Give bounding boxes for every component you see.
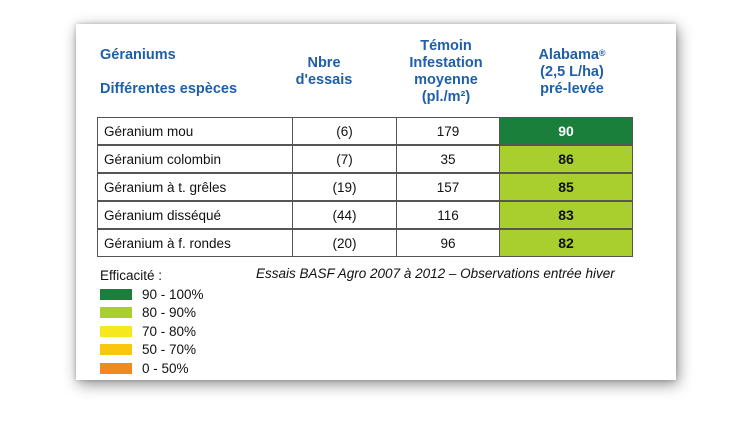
- table-row: Géranium à t. grêles (19) 157 85: [97, 173, 633, 201]
- cell-species-name: Géranium à f. rondes: [97, 229, 293, 257]
- cell-species-name: Géranium colombin: [97, 145, 293, 173]
- legend-label: 50 - 70%: [142, 342, 197, 357]
- table-row: Géranium à f. rondes (20) 96 82: [97, 229, 633, 257]
- efficacy-table-card: Géraniums Différentes espèces Nbre d'ess…: [76, 24, 676, 380]
- cell-efficacy: 83: [499, 201, 633, 229]
- legend-label: 0 - 50%: [142, 360, 189, 376]
- legend-swatch: [100, 288, 132, 300]
- source-note: Essais BASF Agro 2007 à 2012 – Observati…: [256, 266, 615, 281]
- header-species-line2: Différentes espèces: [100, 80, 238, 97]
- legend-label: 80 - 90%: [142, 305, 197, 320]
- cell-efficacy: 82: [499, 229, 633, 257]
- legend-swatch: [100, 362, 132, 374]
- legend-item: 90 - 100%: [100, 286, 204, 302]
- cell-infestation: 116: [396, 201, 500, 229]
- legend-title: Efficacité :: [100, 268, 163, 283]
- cell-trials: (19): [292, 173, 397, 201]
- header-product-brand: Alabama: [538, 46, 599, 63]
- cell-trials: (7): [292, 145, 397, 173]
- cell-species-name: Géranium à t. grêles: [97, 173, 293, 201]
- registered-mark: ®: [598, 47, 606, 58]
- legend-item: 80 - 90%: [100, 305, 196, 321]
- legend-swatch: [100, 325, 132, 337]
- cell-infestation: 96: [396, 229, 500, 257]
- header-species: Géraniums Différentes espèces: [100, 24, 280, 120]
- legend-item: 0 - 50%: [100, 360, 189, 376]
- cell-trials: (6): [292, 117, 397, 145]
- data-table: Géranium mou (6) 179 90 Géranium colombin (7)…: [97, 117, 633, 257]
- legend-label: 90 - 100%: [142, 286, 204, 302]
- cell-trials: (44): [292, 201, 397, 229]
- cell-infestation: 35: [396, 145, 500, 173]
- legend-swatch: [100, 344, 132, 355]
- header-species-line1: Géraniums: [100, 46, 176, 63]
- cell-efficacy: 85: [499, 173, 633, 201]
- header-infestation: Témoin Infestation moyenne (pl./m²): [409, 38, 483, 105]
- legend-swatch: [100, 307, 132, 318]
- header-product-dose: (2,5 L/ha) pré-levée: [540, 63, 604, 97]
- cell-efficacy: 90: [499, 117, 633, 145]
- cell-species-name: Géranium disséqué: [97, 201, 293, 229]
- legend-item: 70 - 80%: [100, 323, 196, 339]
- header-trials: Nbre d'essais: [295, 55, 353, 88]
- cell-infestation: 179: [396, 117, 500, 145]
- cell-trials: (20): [292, 229, 397, 257]
- legend-label: 70 - 80%: [142, 323, 197, 339]
- table-row: Géranium disséqué (44) 116 83: [97, 201, 633, 229]
- legend-item: 50 - 70%: [100, 342, 196, 358]
- table-row: Géranium colombin (7) 35 86: [97, 145, 633, 173]
- cell-infestation: 157: [396, 173, 500, 201]
- cell-species-name: Géranium mou: [97, 117, 293, 145]
- header-product: Alabama® (2,5 L/ha) pré-levée: [512, 24, 632, 120]
- cell-efficacy: 86: [499, 145, 633, 173]
- table-row: Géranium mou (6) 179 90: [97, 117, 633, 145]
